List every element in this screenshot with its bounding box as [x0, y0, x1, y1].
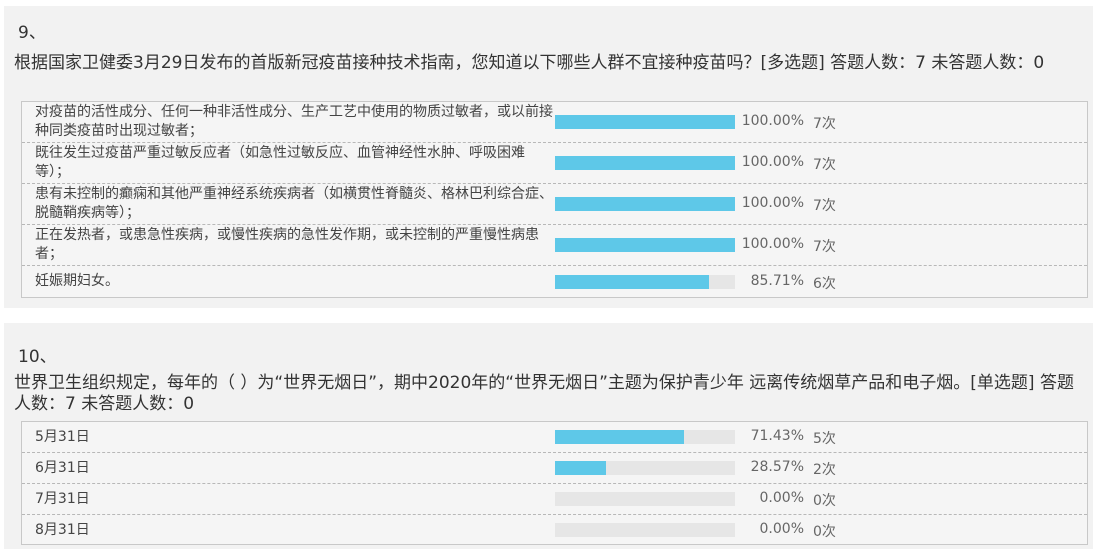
percent-bar-fill	[555, 238, 735, 252]
results-table: 5月31日 71.43% 5次 6月31日 28.57% 2次 7月31日 0.…	[21, 421, 1088, 545]
result-row: 5月31日 71.43% 5次	[22, 422, 1087, 453]
option-count: 7次	[813, 116, 836, 132]
question-title: 根据国家卫健委3月29日发布的首版新冠疫苗接种技术指南，您知道以下哪些人群不宜接…	[14, 53, 1045, 73]
percent-bar-fill	[555, 197, 735, 211]
option-percent: 0.00%	[759, 521, 804, 537]
percent-bar	[555, 197, 735, 211]
option-label: 7月31日	[35, 491, 90, 507]
option-count: 5次	[813, 431, 836, 447]
result-row: 7月31日 0.00% 0次	[22, 484, 1087, 515]
option-percent: 100.00%	[741, 195, 804, 211]
percent-bar	[555, 523, 735, 537]
option-percent: 100.00%	[741, 113, 804, 129]
option-count: 7次	[813, 198, 836, 214]
option-count: 6次	[813, 276, 836, 292]
option-percent: 100.00%	[741, 236, 804, 252]
option-count: 0次	[813, 524, 836, 540]
result-row: 既往发生过疫苗严重过敏反应者（如急性过敏反应、血管神经性水肿、呼吸困难等）； 1…	[22, 143, 1087, 184]
option-label: 8月31日	[35, 522, 90, 538]
percent-bar	[555, 115, 735, 129]
option-label: 5月31日	[35, 429, 90, 445]
percent-bar-fill	[555, 430, 684, 444]
percent-bar	[555, 238, 735, 252]
percent-bar	[555, 430, 735, 444]
percent-bar	[555, 156, 735, 170]
percent-bar-fill	[555, 156, 735, 170]
result-row: 正在发热者，或患急性疾病，或慢性疾病的急性发作期，或未控制的严重慢性病患者； 1…	[22, 225, 1087, 266]
percent-bar	[555, 275, 735, 289]
result-row: 妊娠期妇女。 85.71% 6次	[22, 266, 1087, 297]
result-row: 对疫苗的活性成分、任何一种非活性成分、生产工艺中使用的物质过敏者，或以前接种同类…	[22, 102, 1087, 143]
question-10-panel: 10、 世界卫生组织规定，每年的（ ）为“世界无烟日”，期中2020年的“世界无…	[4, 323, 1093, 549]
question-number: 10、	[18, 347, 57, 367]
result-row: 8月31日 0.00% 0次	[22, 515, 1087, 544]
percent-bar-fill	[555, 275, 710, 289]
result-row: 6月31日 28.57% 2次	[22, 453, 1087, 484]
percent-bar	[555, 492, 735, 506]
question-number: 9、	[18, 23, 46, 43]
percent-bar-fill	[555, 461, 607, 475]
question-9-panel: 9、 根据国家卫健委3月29日发布的首版新冠疫苗接种技术指南，您知道以下哪些人群…	[4, 6, 1093, 308]
option-count: 0次	[813, 493, 836, 509]
option-label: 正在发热者，或患急性疾病，或慢性疾病的急性发作期，或未控制的严重慢性病患者；	[35, 227, 539, 262]
percent-bar-fill	[555, 115, 735, 129]
option-percent: 71.43%	[750, 428, 804, 444]
option-percent: 28.57%	[750, 459, 804, 475]
option-count: 2次	[813, 462, 836, 478]
option-percent: 0.00%	[759, 490, 804, 506]
option-percent: 100.00%	[741, 154, 804, 170]
option-label: 既往发生过疫苗严重过敏反应者（如急性过敏反应、血管神经性水肿、呼吸困难等）；	[35, 145, 525, 180]
option-count: 7次	[813, 239, 836, 255]
option-label: 6月31日	[35, 460, 90, 476]
option-label: 妊娠期妇女。	[35, 273, 119, 289]
option-count: 7次	[813, 157, 836, 173]
question-title: 世界卫生组织规定，每年的（ ）为“世界无烟日”，期中2020年的“世界无烟日”主…	[14, 373, 1074, 414]
results-table: 对疫苗的活性成分、任何一种非活性成分、生产工艺中使用的物质过敏者，或以前接种同类…	[21, 101, 1088, 298]
result-row: 患有未控制的癫痫和其他严重神经系统疾病者（如横贯性脊髓炎、格林巴利综合症、脱髓鞘…	[22, 184, 1087, 225]
percent-bar	[555, 461, 735, 475]
option-label: 对疫苗的活性成分、任何一种非活性成分、生产工艺中使用的物质过敏者，或以前接种同类…	[35, 104, 553, 139]
option-percent: 85.71%	[750, 273, 804, 289]
option-label: 患有未控制的癫痫和其他严重神经系统疾病者（如横贯性脊髓炎、格林巴利综合症、脱髓鞘…	[35, 186, 553, 221]
